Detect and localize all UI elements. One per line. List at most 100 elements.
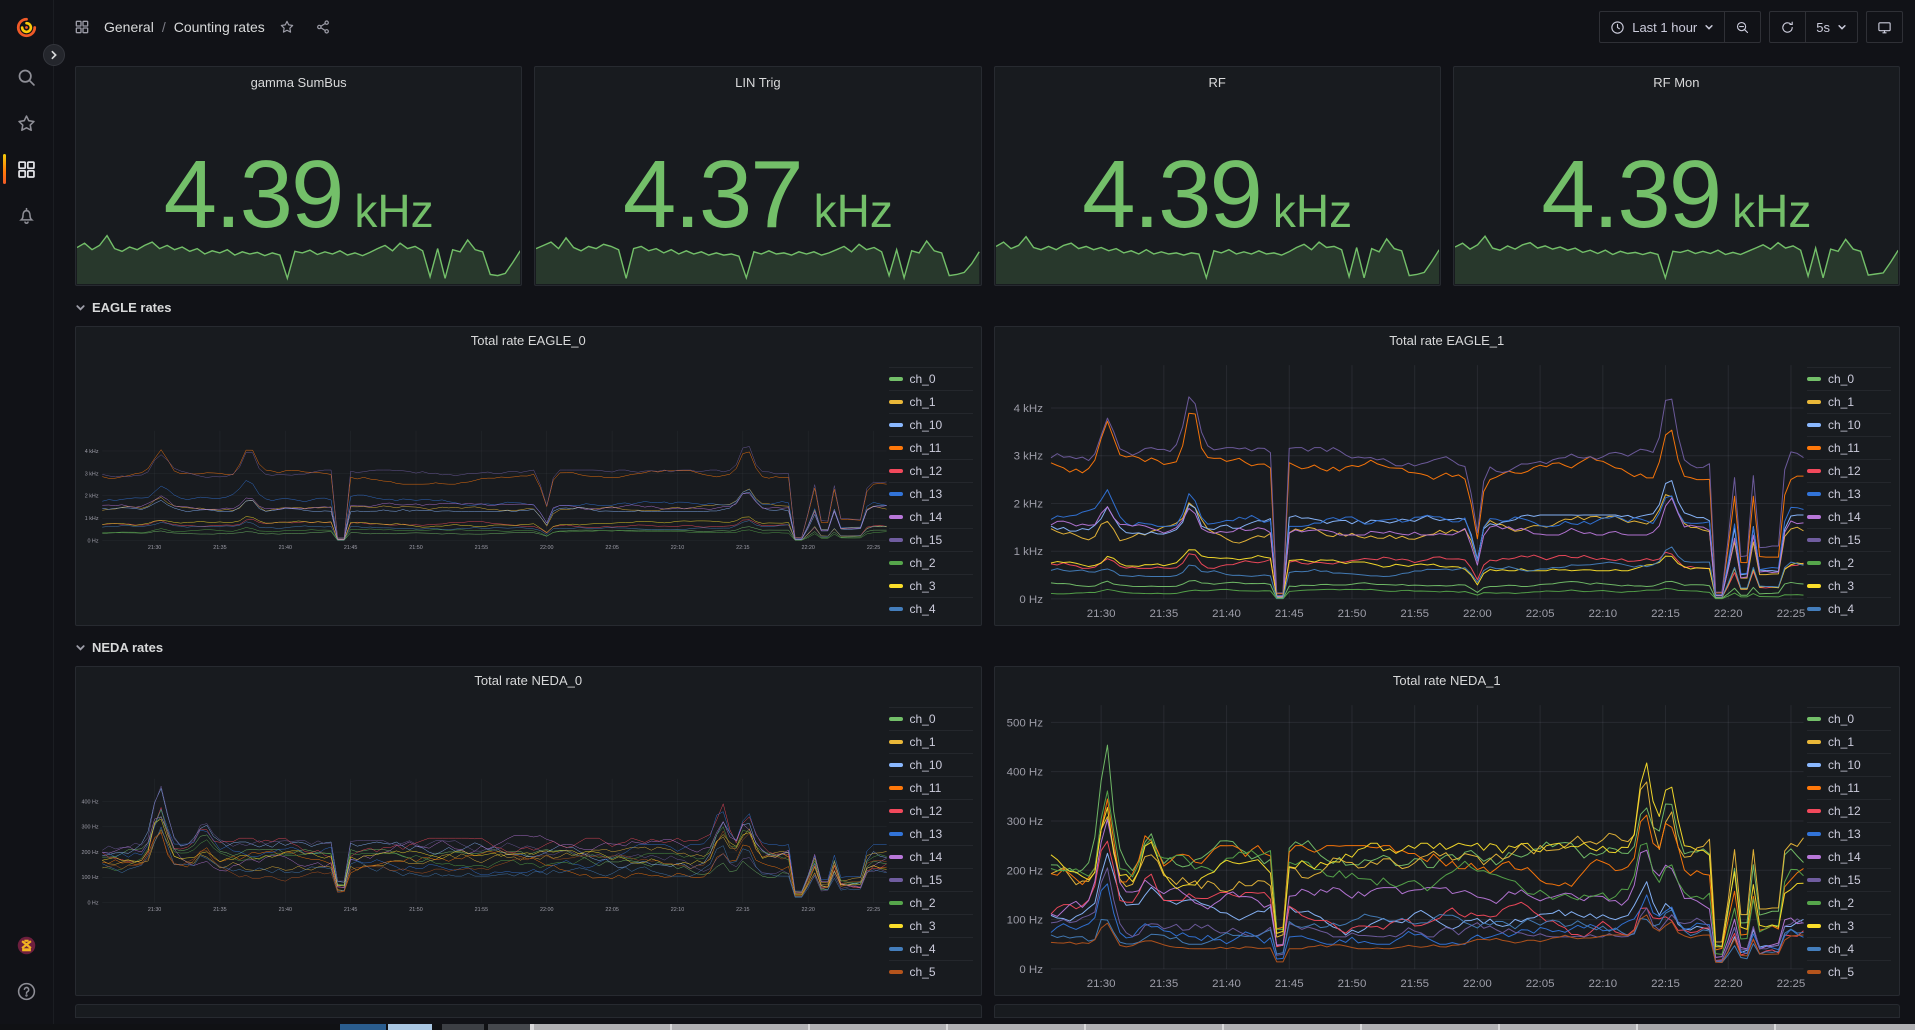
expand-sidebar-button[interactable] <box>43 44 65 66</box>
legend-item[interactable]: ch_4 <box>1807 937 1891 960</box>
legend-item[interactable]: ch_14 <box>888 845 973 868</box>
taskbar-item[interactable] <box>672 1024 808 1030</box>
legend-item[interactable]: ch_11 <box>1807 776 1891 799</box>
legend-item[interactable]: ch_10 <box>1807 753 1891 776</box>
legend-item[interactable]: ch_2 <box>1807 891 1891 914</box>
taskbar-item[interactable] <box>340 1024 386 1030</box>
legend-item[interactable]: ch_4 <box>888 597 973 620</box>
taskbar-item[interactable] <box>1084 1024 1086 1030</box>
legend-item[interactable]: ch_15 <box>888 528 973 551</box>
legend-item[interactable]: ch_0 <box>1807 707 1891 730</box>
legend-item[interactable]: ch_0 <box>888 367 973 390</box>
stat-panel-title[interactable]: LIN Trig <box>735 75 781 90</box>
taskbar-item[interactable] <box>1638 1024 1774 1030</box>
legend-item[interactable]: ch_12 <box>888 799 973 822</box>
legend-item[interactable]: ch_4 <box>1807 597 1891 620</box>
taskbar-item[interactable] <box>948 1024 1084 1030</box>
legend-item[interactable]: ch_12 <box>1807 459 1891 482</box>
avatar[interactable] <box>0 922 54 968</box>
search-icon[interactable] <box>0 54 54 100</box>
row-header-eagle[interactable]: EAGLE rates <box>75 296 171 318</box>
partial-panel[interactable] <box>993 1004 1900 1018</box>
legend-item[interactable]: ch_13 <box>888 822 973 845</box>
taskbar-item[interactable] <box>1776 1024 1915 1030</box>
taskbar-item[interactable] <box>1360 1024 1362 1030</box>
row-header-neda[interactable]: NEDA rates <box>75 636 163 658</box>
legend-item[interactable]: ch_14 <box>1807 505 1891 528</box>
kiosk-mode-button[interactable] <box>1867 12 1902 42</box>
legend-item[interactable]: ch_0 <box>1807 367 1891 390</box>
refresh-interval-picker[interactable]: 5s <box>1805 12 1857 42</box>
legend-item[interactable]: ch_12 <box>1807 799 1891 822</box>
zoom-out-time-button[interactable] <box>1724 12 1760 42</box>
legend-item[interactable]: ch_13 <box>888 482 973 505</box>
taskbar-item[interactable] <box>386 1024 388 1030</box>
taskbar-item[interactable] <box>1222 1024 1224 1030</box>
taskbar-item[interactable] <box>1500 1024 1636 1030</box>
taskbar-item[interactable] <box>1224 1024 1360 1030</box>
stat-panel-title[interactable]: RF <box>1208 75 1226 90</box>
legend-item[interactable]: ch_2 <box>888 551 973 574</box>
legend-item[interactable]: ch_1 <box>888 730 973 753</box>
legend-item[interactable]: ch_10 <box>888 753 973 776</box>
legend-item[interactable]: ch_3 <box>1807 574 1891 597</box>
dashboards-icon[interactable] <box>0 146 54 192</box>
breadcrumb-page[interactable]: Counting rates <box>173 19 265 35</box>
partial-panel[interactable] <box>75 1004 982 1018</box>
legend-item[interactable]: ch_14 <box>1807 845 1891 868</box>
legend-item[interactable]: ch_11 <box>888 776 973 799</box>
legend-item[interactable]: ch_14 <box>888 505 973 528</box>
legend-item[interactable]: ch_12 <box>888 459 973 482</box>
legend-item[interactable]: ch_15 <box>1807 528 1891 551</box>
taskbar-item[interactable] <box>1636 1024 1638 1030</box>
taskbar-item[interactable] <box>1774 1024 1776 1030</box>
legend-item[interactable]: ch_13 <box>1807 482 1891 505</box>
legend-item[interactable]: ch_2 <box>1807 551 1891 574</box>
grafana-logo[interactable] <box>0 0 54 54</box>
legend-item[interactable]: ch_3 <box>888 574 973 597</box>
taskbar-item[interactable] <box>388 1024 432 1030</box>
breadcrumb-section[interactable]: General <box>104 19 154 35</box>
taskbar-item[interactable] <box>0 1024 340 1030</box>
legend-item[interactable]: ch_5 <box>1807 960 1891 983</box>
stat-panel-title[interactable]: RF Mon <box>1653 75 1700 90</box>
taskbar-item[interactable] <box>534 1024 670 1030</box>
time-range-picker[interactable]: Last 1 hour <box>1600 12 1724 42</box>
taskbar-item[interactable] <box>1086 1024 1222 1030</box>
refresh-button[interactable] <box>1770 12 1805 42</box>
panel-title[interactable]: Total rate NEDA_0 <box>474 672 583 688</box>
starred-icon[interactable] <box>0 100 54 146</box>
legend-item[interactable]: ch_13 <box>1807 822 1891 845</box>
taskbar-item[interactable] <box>530 1024 534 1030</box>
legend-item[interactable]: ch_5 <box>888 960 973 983</box>
legend-item[interactable]: ch_1 <box>1807 730 1891 753</box>
taskbar-item[interactable] <box>484 1024 488 1030</box>
taskbar-item[interactable] <box>488 1024 530 1030</box>
legend-item[interactable]: ch_1 <box>1807 390 1891 413</box>
legend-item[interactable]: ch_10 <box>888 413 973 436</box>
taskbar-item[interactable] <box>1498 1024 1500 1030</box>
legend-item[interactable]: ch_4 <box>888 937 973 960</box>
help-icon[interactable] <box>0 968 54 1014</box>
panel-title[interactable]: Total rate EAGLE_1 <box>1389 332 1505 348</box>
taskbar-item[interactable] <box>670 1024 672 1030</box>
legend-item[interactable]: ch_2 <box>888 891 973 914</box>
taskbar-item[interactable] <box>442 1024 484 1030</box>
taskbar-item[interactable] <box>810 1024 946 1030</box>
share-dashboard-button[interactable] <box>309 15 337 39</box>
legend-item[interactable]: ch_0 <box>888 707 973 730</box>
taskbar-item[interactable] <box>432 1024 442 1030</box>
legend-item[interactable]: ch_11 <box>1807 436 1891 459</box>
legend-item[interactable]: ch_15 <box>1807 868 1891 891</box>
alerting-bell-icon[interactable] <box>0 192 54 238</box>
taskbar-item[interactable] <box>808 1024 810 1030</box>
panel-title[interactable]: Total rate EAGLE_0 <box>470 332 586 348</box>
legend-item[interactable]: ch_15 <box>888 868 973 891</box>
legend-item[interactable]: ch_3 <box>888 914 973 937</box>
legend-item[interactable]: ch_10 <box>1807 413 1891 436</box>
taskbar-item[interactable] <box>946 1024 948 1030</box>
stat-panel-title[interactable]: gamma SumBus <box>250 75 347 90</box>
legend-item[interactable]: ch_1 <box>888 390 973 413</box>
legend-item[interactable]: ch_11 <box>888 436 973 459</box>
taskbar-item[interactable] <box>1362 1024 1498 1030</box>
